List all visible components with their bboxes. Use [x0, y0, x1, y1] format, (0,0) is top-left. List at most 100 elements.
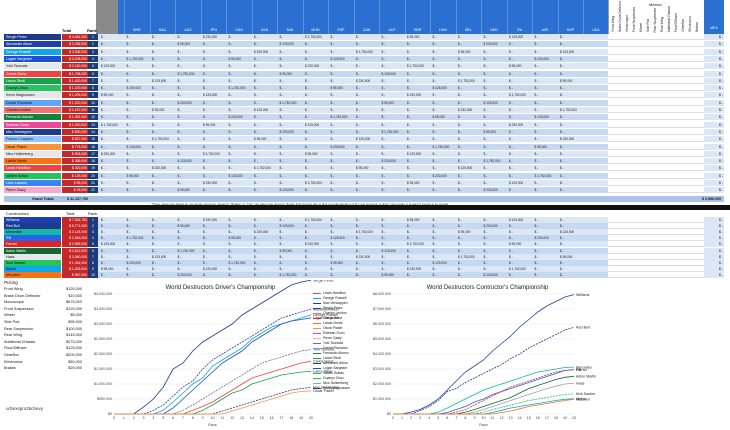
cell-value: $ -	[228, 224, 233, 229]
stat-column-label: Front Wing	[611, 16, 615, 32]
cell-value: $ -	[534, 224, 539, 229]
cell-value: $ 125,000	[330, 56, 345, 61]
row-stats	[608, 34, 704, 40]
legend-swatch	[313, 367, 321, 370]
row-name: Franco Colapinto	[4, 136, 62, 143]
cell-value: $ -	[356, 42, 360, 47]
cell-value: $ -	[381, 93, 386, 98]
cell-value: $ -	[126, 49, 131, 54]
row-cells: $ 1,752,000 $ - $ - $ - $ 95,000 $ - $ - $ - $ 1…	[98, 121, 608, 128]
cell-value: $ -	[177, 166, 182, 171]
cell-value: $ -	[560, 181, 564, 185]
cell-value: $ -	[152, 64, 156, 69]
cell-value: $ -	[330, 108, 335, 112]
cell-value: $ -	[407, 230, 411, 235]
cell-value: $ -	[381, 151, 386, 156]
x-tick-label: 7	[182, 416, 184, 420]
cell-value: $ -	[560, 56, 564, 61]
cell-value: $ -	[203, 159, 207, 164]
x-tick-label: 8	[464, 416, 466, 420]
row-cells: $ 125,000 $ - $ - $ - $ - $ - $ - $ - $ 230,000 $…	[98, 63, 608, 70]
cell-value: $ -	[228, 100, 233, 105]
cell-value: $ -	[177, 266, 182, 271]
cell-value: $ -	[101, 248, 105, 253]
constructors-header: Constructors Total Rank	[4, 210, 724, 217]
cell-value: $ -	[305, 42, 309, 47]
cell-value: $ -	[534, 151, 539, 156]
cell-value: $ -	[407, 49, 411, 54]
y-tick-label: $5,000,000	[373, 337, 391, 341]
row-rank: 14	[88, 128, 98, 135]
cell-value: $ -	[177, 78, 182, 83]
row-cells: $ 95,000 $ - $ - $ - $ 125,000 $ - $ - $ - $ - $ …	[98, 92, 608, 99]
race-column-divider	[353, 0, 355, 34]
cell-value: $ -	[483, 35, 488, 39]
cell-value: $ 1,752,000	[203, 151, 220, 156]
cell-value: $ -	[356, 56, 360, 61]
row-cells: $ - $ - $ - $ 125,000 $ - $ - $ - $ - $ - $ - $ - $…	[98, 158, 608, 165]
cell-value: $ -	[101, 188, 105, 193]
cell-value: $ -	[407, 166, 411, 171]
cell-value: $ -	[458, 236, 462, 241]
pricing-price: $95,000	[68, 319, 82, 324]
cell-value: $ -	[126, 159, 131, 164]
cell-value: $ -	[534, 49, 539, 54]
race-column-label: AUS	[184, 28, 192, 32]
cell-value: $ -	[279, 49, 284, 54]
cell-value: $ -	[534, 260, 539, 265]
cell-value: $ 95,000	[305, 151, 318, 156]
cell-value: $ -	[509, 188, 513, 193]
cell-value: $ -	[101, 230, 105, 235]
row-cells: $ - $ - $ - $ - $ - $ 230,000 $ - $ - $ - $ 1,752…	[98, 114, 608, 121]
pricing-price: $25,000	[68, 366, 82, 371]
mex-header: MEX	[704, 0, 724, 34]
cell-value: $ -	[560, 260, 564, 265]
cell-value: $ -	[152, 173, 156, 178]
cell-value: $ -	[228, 35, 233, 39]
row-name: Lance Stroll	[4, 77, 62, 84]
cell-value: $ 230,000	[534, 56, 549, 61]
x-tick-label: 14	[250, 416, 254, 420]
cell-value: $ -	[483, 266, 488, 271]
row-cells: $ - $ - $ - $ 230,000 $ - $ - $ - $ 1,752,000 $ …	[98, 271, 608, 278]
cell-value: $ 230,000	[534, 236, 549, 241]
row-rank: 17	[88, 150, 98, 157]
cell-value: $ -	[152, 100, 156, 105]
row-name: Esteban Ocon	[4, 121, 62, 128]
cell-value: $ -	[407, 42, 411, 47]
cell-value: $ -	[101, 108, 105, 112]
cell-value: $ -	[407, 260, 411, 265]
cell-value: $ -	[305, 71, 309, 76]
cell-value: $ -	[203, 100, 207, 105]
cell-value: $ -	[356, 266, 360, 271]
cell-value: $ -	[381, 49, 386, 54]
row-cells: $ 230,000 $ - $ - $ - $ 1,752,000 $ - $ - $ - $ …	[98, 150, 608, 157]
cell-value: $ 230,000	[381, 159, 396, 164]
cell-value: $ -	[101, 56, 105, 61]
cell-value: $ -	[203, 71, 207, 76]
table-row: Kevin Magnussen $ 1,205,000 9 $ 95,000 $ - $ …	[4, 92, 724, 99]
cell-value: $ -	[330, 129, 335, 134]
cell-value: $ -	[534, 78, 539, 83]
y-tick-label: $2,000,000	[94, 352, 112, 356]
cell-value: $ -	[432, 122, 437, 127]
pricing-price: $50,000	[68, 359, 82, 364]
cell-value: $ -	[407, 108, 411, 112]
cell-value: $ 1,752,000	[534, 173, 552, 178]
cell-value: $ -	[560, 122, 564, 127]
cell-value: $ -	[534, 248, 539, 253]
row-rank: 6	[88, 247, 98, 254]
cell-value: $ -	[509, 230, 513, 235]
cell-value: $ -	[305, 188, 309, 193]
cell-value: $ -	[330, 137, 335, 142]
cell-value: $ 1,752,000	[177, 71, 195, 76]
cell-value: $ -	[152, 35, 156, 39]
row-cells: $ - $ - $ 95,000 $ - $ - $ - $ 125,000 $ - $ - $ …	[98, 107, 608, 113]
cell-value: $ -	[356, 173, 360, 178]
cell-value: $ -	[152, 224, 156, 229]
cell-value: $ -	[152, 242, 156, 247]
x-tick-label: 12	[230, 416, 234, 420]
row-rank: 15	[88, 136, 98, 143]
cell-value: $ 125,000	[483, 100, 498, 105]
table-row: Ferrari $ 2,955,000 5 $ 125,000 $ - $ - $ - $ -…	[4, 241, 724, 248]
